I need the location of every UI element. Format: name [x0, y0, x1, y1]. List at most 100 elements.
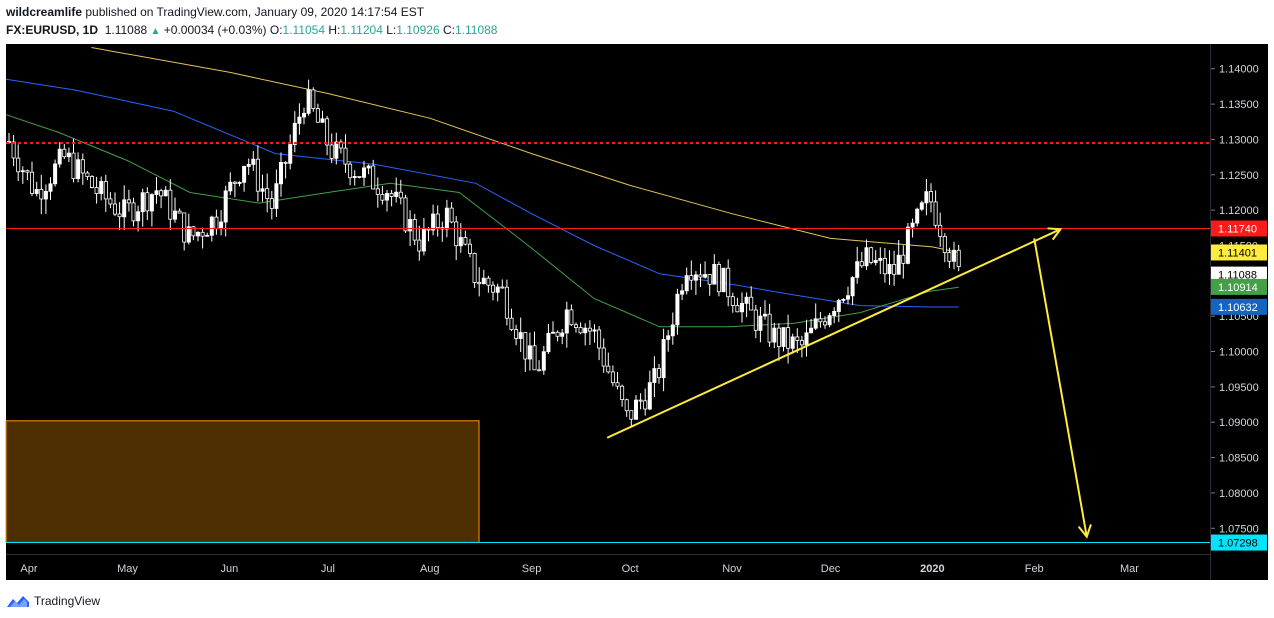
candle-body — [490, 284, 495, 293]
candle-body — [546, 332, 551, 353]
candle-body — [200, 231, 205, 237]
candle-body — [615, 382, 620, 387]
candle-body — [652, 368, 657, 383]
candle-body — [76, 159, 81, 179]
candle-body — [232, 181, 237, 184]
projection-arrow — [1033, 238, 1088, 537]
candle-body — [532, 345, 537, 371]
candle-body — [919, 202, 924, 210]
candle-body — [228, 181, 233, 192]
candle-body — [265, 188, 270, 199]
candle-body — [53, 163, 58, 185]
candle-body — [315, 108, 320, 123]
candle-body — [712, 263, 717, 285]
candle-body — [66, 152, 71, 158]
high-label: H: — [328, 23, 341, 37]
y-tick-label: 1.09500 — [1219, 382, 1259, 394]
candle-body — [371, 165, 376, 190]
candle-body — [145, 192, 150, 212]
candle-body — [343, 147, 348, 165]
trendline — [606, 228, 1061, 439]
candle-body — [163, 189, 168, 197]
x-tick-label: Aug — [420, 563, 440, 575]
y-tick-label: 1.14000 — [1219, 64, 1259, 76]
candle-body — [684, 275, 689, 292]
candle-body — [947, 252, 952, 262]
candle-body — [481, 277, 486, 285]
candle-body — [716, 263, 721, 293]
y-tick-label: 1.12000 — [1219, 205, 1259, 217]
price-tag-label: 1.11088 — [1218, 270, 1257, 282]
candle-body — [435, 213, 440, 229]
candle-body — [352, 175, 357, 178]
candle-body — [325, 118, 330, 146]
candle-body — [601, 347, 606, 367]
candle-body — [818, 318, 823, 323]
price-tag-box — [1211, 266, 1267, 283]
candle-body — [182, 212, 187, 243]
candle-body — [942, 235, 947, 253]
tradingview-logo-icon[interactable] — [6, 594, 30, 608]
ma50-line — [5, 114, 959, 328]
candle-body — [786, 327, 791, 349]
candle-body — [301, 112, 306, 118]
candle-body — [320, 118, 325, 123]
y-tick-label: 1.07500 — [1219, 523, 1259, 535]
price-tag-label: 1.07298 — [1218, 538, 1258, 550]
candle-body — [191, 226, 196, 237]
candle-body — [389, 193, 394, 197]
candle-body — [799, 340, 804, 346]
candle-body — [726, 267, 731, 298]
candle-body — [269, 198, 274, 209]
candle-body — [753, 309, 758, 331]
candle-body — [661, 338, 666, 379]
candle-body — [795, 336, 800, 341]
candle-body — [523, 332, 528, 360]
candle-body — [809, 327, 814, 334]
open-value: 1.11054 — [282, 23, 326, 37]
candle-body — [467, 243, 472, 254]
author-name[interactable]: wildcreamlife — [6, 5, 83, 19]
candle-body — [721, 267, 726, 293]
candle-body — [117, 213, 122, 218]
candle-body — [915, 208, 920, 224]
candle-body — [735, 304, 740, 313]
candle-body — [583, 327, 588, 334]
candle-body — [730, 296, 735, 306]
candle-body — [34, 188, 39, 194]
candle-body — [186, 226, 191, 243]
candle-body — [311, 89, 316, 109]
candle-body — [551, 331, 556, 334]
last-price: 1.11088 — [104, 23, 148, 37]
demand-zone — [5, 420, 480, 543]
candle-body — [509, 317, 514, 330]
candle-body — [555, 331, 560, 337]
candle-body — [472, 252, 477, 283]
candle-body — [827, 315, 832, 326]
candle-body — [306, 89, 311, 114]
candle-body — [541, 351, 546, 371]
candle-body — [403, 197, 408, 232]
symbol-label[interactable]: FX:EURUSD, 1D — [6, 23, 99, 37]
high-value: 1.11204 — [340, 23, 383, 37]
candle-body — [952, 249, 957, 262]
ma200-line — [91, 47, 959, 253]
y-tick-label: 1.13500 — [1219, 99, 1259, 111]
candle-body — [790, 336, 795, 349]
candle-body — [657, 368, 662, 379]
candle-body — [689, 275, 694, 281]
candle-body — [449, 207, 454, 223]
candle-body — [569, 309, 574, 326]
candle-body — [647, 382, 652, 410]
candle-body — [620, 385, 625, 401]
candle-body — [740, 302, 745, 313]
candle-body — [103, 181, 108, 200]
candle-body — [933, 201, 938, 226]
candle-body — [634, 399, 639, 420]
y-tick-label: 1.10000 — [1219, 347, 1259, 359]
x-tick-label: Jul — [321, 563, 335, 575]
time-axis[interactable] — [6, 554, 1210, 580]
candle-body — [869, 247, 874, 263]
tradingview-brand[interactable]: TradingView — [34, 594, 101, 608]
